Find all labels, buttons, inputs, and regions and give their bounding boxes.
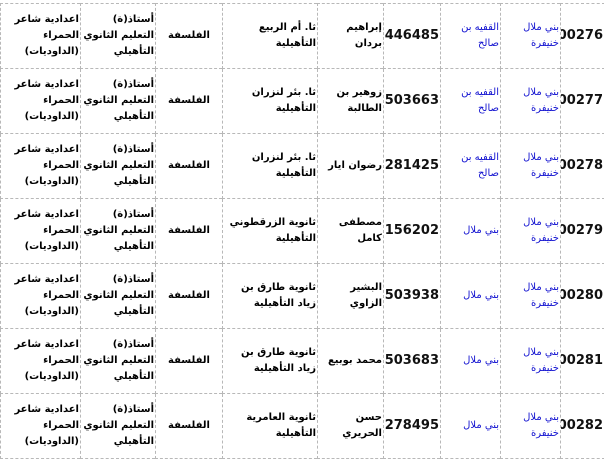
name-cell: إبراهيم بردان: [318, 4, 384, 69]
id-cell: 200282: [561, 394, 604, 459]
name-cell: مصطفى كامل: [318, 199, 384, 264]
subject-cell: الفلسفة: [156, 199, 223, 264]
subject-cell: الفلسفة: [156, 4, 223, 69]
id-cell: 200281: [561, 329, 604, 394]
school-cell: ثانوية طارق بن زياد التأهيلية: [223, 264, 318, 329]
post-cell: أستاذ(ة) التعليم الثانوي التأهيلي: [81, 134, 156, 199]
code-cell: 1446485: [384, 4, 441, 69]
region-cell[interactable]: بني ملال خنيفرة: [501, 264, 561, 329]
region-cell[interactable]: بني ملال خنيفرة: [501, 329, 561, 394]
region-cell[interactable]: بني ملال خنيفرة: [501, 69, 561, 134]
code-cell: 1156202: [384, 199, 441, 264]
destination-cell: اعدادية شاعر الحمراء (الداوديات): [1, 199, 81, 264]
destination-cell: اعدادية شاعر الحمراء (الداوديات): [1, 394, 81, 459]
post-cell: أستاذ(ة) التعليم الثانوي التأهيلي: [81, 264, 156, 329]
region-cell[interactable]: بني ملال خنيفرة: [501, 394, 561, 459]
code-cell: 1281425: [384, 134, 441, 199]
subject-cell: الفلسفة: [156, 394, 223, 459]
province-cell[interactable]: بني ملال: [441, 329, 501, 394]
id-cell: 200278: [561, 134, 604, 199]
destination-cell: اعدادية شاعر الحمراء (الداوديات): [1, 264, 81, 329]
id-cell: 200276: [561, 4, 604, 69]
destination-cell: اعدادية شاعر الحمراء (الداوديات): [1, 4, 81, 69]
province-cell[interactable]: القفيه بن صالح: [441, 134, 501, 199]
region-cell[interactable]: بني ملال خنيفرة: [501, 4, 561, 69]
name-cell: محمد بوبيع: [318, 329, 384, 394]
destination-cell: اعدادية شاعر الحمراء (الداوديات): [1, 329, 81, 394]
code-cell: 1503938: [384, 264, 441, 329]
school-cell: ثا. بئر لنزران التأهيلية: [223, 69, 318, 134]
name-cell: زوهير بن الطالبة: [318, 69, 384, 134]
school-cell: ثا. بئر لنزران التأهيلية: [223, 134, 318, 199]
subject-cell: الفلسفة: [156, 329, 223, 394]
region-cell[interactable]: بني ملال خنيفرة: [501, 134, 561, 199]
code-cell: 1503683: [384, 329, 441, 394]
province-cell[interactable]: بني ملال: [441, 199, 501, 264]
id-cell: 200279: [561, 199, 604, 264]
region-cell[interactable]: بني ملال خنيفرة: [501, 199, 561, 264]
post-cell: أستاذ(ة) التعليم الثانوي التأهيلي: [81, 199, 156, 264]
name-cell: حسن الحريري: [318, 394, 384, 459]
post-cell: أستاذ(ة) التعليم الثانوي التأهيلي: [81, 4, 156, 69]
school-cell: ثانوية طارق بن زياد التأهيلية: [223, 329, 318, 394]
subject-cell: الفلسفة: [156, 69, 223, 134]
destination-cell: اعدادية شاعر الحمراء (الداوديات): [1, 69, 81, 134]
school-cell: ثا. أم الربيع التأهيلية: [223, 4, 318, 69]
province-cell[interactable]: القفيه بن صالح: [441, 69, 501, 134]
name-cell: البشير الزاوي: [318, 264, 384, 329]
code-cell: 1278495: [384, 394, 441, 459]
code-cell: 1503663: [384, 69, 441, 134]
name-cell: رضوان ايار: [318, 134, 384, 199]
id-cell: 200280: [561, 264, 604, 329]
destination-cell: اعدادية شاعر الحمراء (الداوديات): [1, 134, 81, 199]
province-cell[interactable]: القفيه بن صالح: [441, 4, 501, 69]
subject-cell: الفلسفة: [156, 264, 223, 329]
school-cell: ثانوية الزرقطوني التأهيلية: [223, 199, 318, 264]
school-cell: ثانوية العامرية التأهيلية: [223, 394, 318, 459]
post-cell: أستاذ(ة) التعليم الثانوي التأهيلي: [81, 329, 156, 394]
id-cell: 200277: [561, 69, 604, 134]
province-cell[interactable]: بني ملال: [441, 264, 501, 329]
post-cell: أستاذ(ة) التعليم الثانوي التأهيلي: [81, 69, 156, 134]
subject-cell: الفلسفة: [156, 134, 223, 199]
province-cell[interactable]: بني ملال: [441, 394, 501, 459]
post-cell: أستاذ(ة) التعليم الثانوي التأهيلي: [81, 394, 156, 459]
